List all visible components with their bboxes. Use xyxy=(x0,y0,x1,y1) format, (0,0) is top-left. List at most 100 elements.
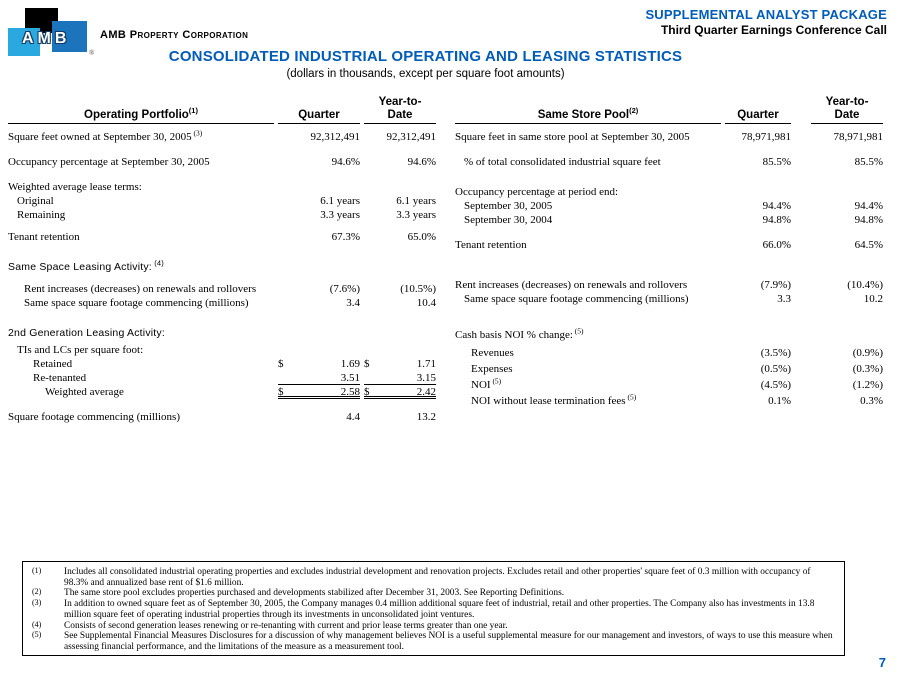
table-row: Same space square footage commencing (mi… xyxy=(455,292,885,306)
quarter-value xyxy=(278,326,360,340)
row-label: Same Space Leasing Activity: (4) xyxy=(8,260,164,273)
table-row: Square feet owned at September 30, 2005 … xyxy=(8,130,436,144)
quarter-value: 85.5% xyxy=(762,156,791,168)
footnote-marker: (4) xyxy=(32,619,42,629)
ytd-value: 78,971,981 xyxy=(833,131,884,143)
ytd-value xyxy=(364,180,436,194)
quarter-value: (0.5%) xyxy=(760,363,791,375)
table-row: Weighted average lease terms: xyxy=(8,180,436,194)
quarter-value: 3.3 xyxy=(777,293,791,305)
table-row: NOI (5) (4.5%) (1.2%) xyxy=(455,377,885,393)
row-label: Expenses xyxy=(471,363,513,375)
quarter-value: 78,971,981 xyxy=(741,131,792,143)
quarter-value xyxy=(278,180,360,194)
row-label: Cash basis NOI % change: (5) xyxy=(455,328,584,341)
quarter-value: 92,312,491 xyxy=(310,131,361,143)
ytd-value: 94.8% xyxy=(811,213,883,227)
quarter-value: (3.5%) xyxy=(725,345,791,361)
footnote-ref: (5) xyxy=(625,393,637,402)
ytd-value: (10.4%) xyxy=(811,278,883,292)
dollar-sign: $ xyxy=(364,358,370,370)
column-header-year-to-date: Year-to- Date xyxy=(364,96,436,124)
package-title: SUPPLEMENTAL ANALYST PACKAGE xyxy=(645,7,887,22)
ytd-value xyxy=(364,343,436,357)
row-label: Same space square footage commencing (mi… xyxy=(24,297,249,309)
table-row: Square feet in same store pool at Septem… xyxy=(455,130,885,144)
quarter-value: 6.1 years xyxy=(278,194,360,208)
row-label: Tenant retention xyxy=(8,231,80,243)
logo-wordmark: AMB xyxy=(22,30,71,47)
ytd-value: 94.4% xyxy=(811,199,883,213)
ytd-value: (10.5%) xyxy=(364,282,436,296)
quarter-value: 92,312,491 xyxy=(278,130,361,144)
ytd-value: $1.71 xyxy=(364,357,436,371)
ytd-value: 3.3 years xyxy=(396,209,436,221)
company-name: AMB Property Corporation xyxy=(100,29,249,41)
registered-trademark-icon: ® xyxy=(89,49,95,57)
table-row: Expenses (0.5%) (0.3%) xyxy=(455,361,885,377)
column-header-same-store-pool: Same Store Pool(2) xyxy=(455,104,721,124)
quarter-value: 3.4 xyxy=(346,297,360,309)
quarter-value: 0.1% xyxy=(725,393,791,409)
footnote-text: The same store pool excludes properties … xyxy=(64,588,565,599)
row-spacer xyxy=(455,306,885,328)
quarter-value xyxy=(725,328,791,342)
row-label: Occupancy percentage at period end: xyxy=(455,186,619,198)
operating-portfolio-table: Operating Portfolio(1) Quarter Year-to- … xyxy=(8,96,436,424)
quarter-value: 4.4 xyxy=(278,410,360,424)
footnote-ref: (4) xyxy=(151,260,164,268)
footnote: (4) Consists of second generation leases … xyxy=(32,619,836,632)
row-label: NOI (5) xyxy=(471,377,502,391)
row-spacer xyxy=(8,144,436,155)
page-subtitle: (dollars in thousands, except per square… xyxy=(286,68,565,80)
footnote-ref: (3) xyxy=(191,130,203,138)
row-label: TIs and LCs per square foot: xyxy=(17,344,144,356)
ytd-value: 3.15 xyxy=(364,371,436,385)
quarter-value: $1.69 xyxy=(278,357,360,371)
column-header-operating-portfolio: Operating Portfolio(1) xyxy=(8,104,274,124)
row-spacer xyxy=(8,274,436,282)
footnotes-box: (1) Includes all consolidated industrial … xyxy=(22,561,845,656)
row-spacer xyxy=(8,169,436,180)
footnote-marker: (5) xyxy=(32,630,42,640)
ytd-value: 94.4% xyxy=(854,200,883,212)
row-label: Re-tenanted xyxy=(33,372,87,384)
row-label: % of total consolidated industrial squar… xyxy=(464,156,661,168)
ytd-value: 64.5% xyxy=(854,239,883,251)
ytd-value: 3.3 years xyxy=(364,208,436,222)
table-row: Same space square footage commencing (mi… xyxy=(8,296,436,310)
quarter-value: (7.9%) xyxy=(725,278,791,292)
row-label: Weighted average lease terms: xyxy=(8,181,142,193)
table-row: Revenues (3.5%) (0.9%) xyxy=(455,345,885,361)
footnote-text: Includes all consolidated industrial ope… xyxy=(64,567,811,588)
quarter-value: 1.69 xyxy=(340,358,360,370)
table-header: Same Store Pool(2) Quarter Year-to- Date xyxy=(455,96,885,124)
ytd-value: 10.2 xyxy=(863,293,883,305)
row-label: September 30, 2005 xyxy=(464,200,553,212)
row-spacer xyxy=(8,310,436,326)
row-label: Rent increases (decreases) on renewals a… xyxy=(24,283,257,295)
column-header-year-to-date: Year-to- Date xyxy=(811,96,883,124)
ytd-value: 13.2 xyxy=(364,410,436,424)
quarter-value: 94.8% xyxy=(725,213,791,227)
row-label: Rent increases (decreases) on renewals a… xyxy=(455,279,688,291)
row-label: Remaining xyxy=(17,209,66,221)
ytd-value: 94.6% xyxy=(364,155,436,169)
table-row: Cash basis NOI % change: (5) xyxy=(455,328,885,342)
ytd-value xyxy=(811,328,883,342)
quarter-value: 0.1% xyxy=(768,395,791,407)
quarter-value: 3.4 xyxy=(278,296,360,310)
footnote-text: Consists of second generation leases ren… xyxy=(64,620,508,631)
ytd-value: 1.71 xyxy=(416,358,436,370)
footnote-marker: (3) xyxy=(32,598,42,608)
quarter-value: 3.3 years xyxy=(278,208,360,222)
quarter-value: 94.6% xyxy=(331,156,360,168)
row-label: Revenues xyxy=(471,347,514,359)
ytd-value: 3.15 xyxy=(416,372,436,384)
quarter-value: (3.5%) xyxy=(760,347,791,359)
ytd-value: (1.2%) xyxy=(811,377,883,393)
table-row: 2nd Generation Leasing Activity: xyxy=(8,326,436,340)
amb-logo: AMB ® xyxy=(8,4,104,60)
quarter-value xyxy=(278,343,360,357)
